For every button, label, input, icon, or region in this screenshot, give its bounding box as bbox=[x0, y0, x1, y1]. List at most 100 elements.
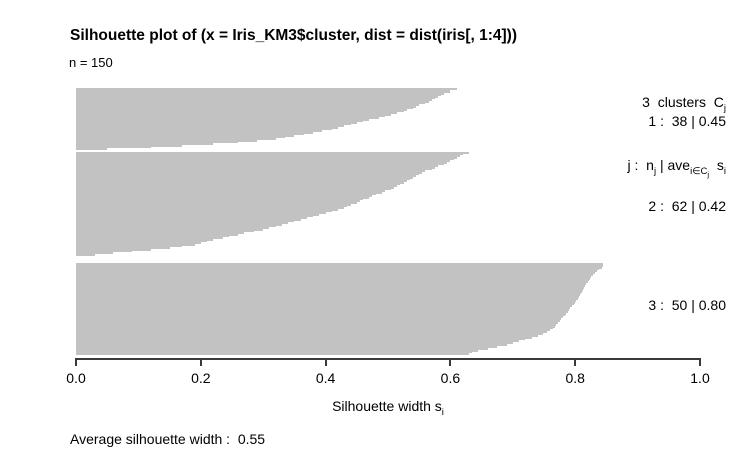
silhouette-bar bbox=[76, 167, 435, 169]
silhouette-bar bbox=[76, 243, 195, 246]
silhouette-bar bbox=[76, 281, 588, 284]
silhouette-bar bbox=[76, 117, 379, 119]
silhouette-bar bbox=[76, 303, 574, 306]
silhouette-bar bbox=[76, 228, 264, 231]
silhouette-bar bbox=[76, 162, 448, 164]
silhouette-bar bbox=[76, 177, 413, 179]
silhouette-bar bbox=[76, 115, 385, 118]
silhouette-bar bbox=[76, 210, 332, 213]
silhouette-bar bbox=[76, 110, 404, 113]
silhouette-bar bbox=[76, 92, 445, 95]
silhouette-bar bbox=[76, 301, 576, 304]
silhouette-bar bbox=[76, 178, 410, 181]
silhouette-bar bbox=[76, 253, 95, 256]
silhouette-bar bbox=[76, 233, 239, 236]
silhouette-bar bbox=[76, 333, 543, 335]
silhouette-bar bbox=[76, 322, 558, 324]
silhouette-bar bbox=[76, 192, 382, 194]
silhouette-bar bbox=[76, 331, 548, 334]
silhouette-bar bbox=[76, 307, 571, 310]
cluster-legend: 3 clusters Cj j : nj | avei∈Cj si bbox=[628, 50, 726, 218]
silhouette-bar bbox=[76, 155, 460, 158]
silhouette-bar bbox=[76, 213, 320, 216]
silhouette-bar bbox=[76, 140, 257, 142]
silhouette-bar bbox=[76, 215, 314, 218]
silhouette-bar bbox=[76, 160, 451, 163]
silhouette-bar bbox=[76, 163, 445, 166]
silhouette-bar bbox=[76, 230, 254, 233]
silhouette-bar bbox=[76, 275, 592, 278]
silhouette-bar bbox=[76, 252, 114, 254]
silhouette-bar bbox=[76, 104, 420, 106]
silhouette-bar bbox=[76, 334, 538, 337]
cluster-2-bars bbox=[76, 152, 700, 256]
silhouette-bar bbox=[76, 105, 417, 108]
silhouette-bar bbox=[76, 296, 579, 299]
silhouette-bar bbox=[76, 197, 370, 199]
x-axis-tick-label: 0.2 bbox=[191, 370, 211, 386]
plot-title: Silhouette plot of (x = Iris_KM3$cluster… bbox=[70, 27, 518, 44]
silhouette-bar bbox=[76, 107, 413, 110]
n-total-label: n = 150 bbox=[69, 55, 113, 70]
silhouette-bar bbox=[76, 203, 351, 206]
silhouette-bar bbox=[76, 349, 479, 352]
silhouette-bar bbox=[76, 340, 520, 343]
silhouette-bar bbox=[76, 122, 357, 124]
silhouette-bar bbox=[76, 102, 426, 105]
silhouette-bar bbox=[76, 277, 591, 280]
silhouette-bar bbox=[76, 91, 451, 93]
silhouette-bar bbox=[76, 274, 593, 276]
silhouette-bar bbox=[76, 232, 245, 234]
silhouette-bar bbox=[76, 329, 551, 332]
silhouette-bar bbox=[76, 200, 360, 203]
silhouette-bar bbox=[76, 263, 604, 265]
silhouette-bar bbox=[76, 120, 364, 123]
x-axis-tick-label: 0.4 bbox=[315, 370, 336, 386]
silhouette-bar bbox=[76, 342, 513, 345]
silhouette-bar bbox=[76, 127, 339, 129]
silhouette-bar bbox=[76, 131, 314, 134]
silhouette-bar bbox=[76, 351, 473, 354]
cluster-1-bars bbox=[76, 88, 700, 150]
silhouette-bar bbox=[76, 288, 583, 291]
silhouette-bar bbox=[76, 173, 420, 176]
silhouette-bar bbox=[76, 292, 582, 295]
silhouette-bar bbox=[76, 136, 286, 139]
silhouette-bar bbox=[76, 298, 578, 300]
silhouette-bar bbox=[76, 310, 568, 313]
silhouette-bar bbox=[76, 225, 276, 228]
silhouette-bar bbox=[76, 153, 463, 156]
silhouette-bar bbox=[76, 114, 392, 116]
silhouette-bar bbox=[76, 314, 566, 317]
silhouette-bar bbox=[76, 198, 364, 201]
silhouette-bar bbox=[76, 205, 348, 208]
silhouette-bar bbox=[76, 168, 432, 171]
average-silhouette-width-value: 0.55 bbox=[237, 431, 266, 447]
silhouette-bar bbox=[76, 118, 370, 121]
silhouette-bar bbox=[76, 190, 385, 193]
silhouette-bar bbox=[76, 266, 603, 269]
silhouette-bar bbox=[76, 309, 569, 311]
silhouette-bar bbox=[76, 227, 270, 229]
silhouette-bar bbox=[76, 170, 426, 173]
silhouette-bar bbox=[76, 345, 498, 348]
silhouette-bar bbox=[76, 188, 392, 191]
silhouette-bar bbox=[76, 336, 532, 339]
silhouette-bar bbox=[76, 125, 345, 127]
silhouette-bar bbox=[76, 193, 376, 196]
silhouette-bar bbox=[76, 245, 183, 248]
cluster-1-stats-label: 1 : 38 | 0.45 bbox=[648, 113, 726, 129]
silhouette-bar bbox=[76, 320, 560, 322]
silhouette-bar bbox=[76, 152, 470, 154]
silhouette-bar bbox=[76, 338, 526, 341]
silhouette-bar bbox=[76, 240, 208, 243]
silhouette-bar bbox=[76, 305, 573, 308]
x-axis-tick bbox=[324, 358, 327, 366]
x-axis-tick-label: 1.0 bbox=[690, 370, 710, 386]
x-axis-tick bbox=[75, 358, 77, 366]
silhouette-bar bbox=[76, 185, 398, 188]
silhouette-bar bbox=[76, 294, 581, 297]
x-axis-tick bbox=[199, 358, 202, 366]
silhouette-bar bbox=[76, 141, 239, 144]
